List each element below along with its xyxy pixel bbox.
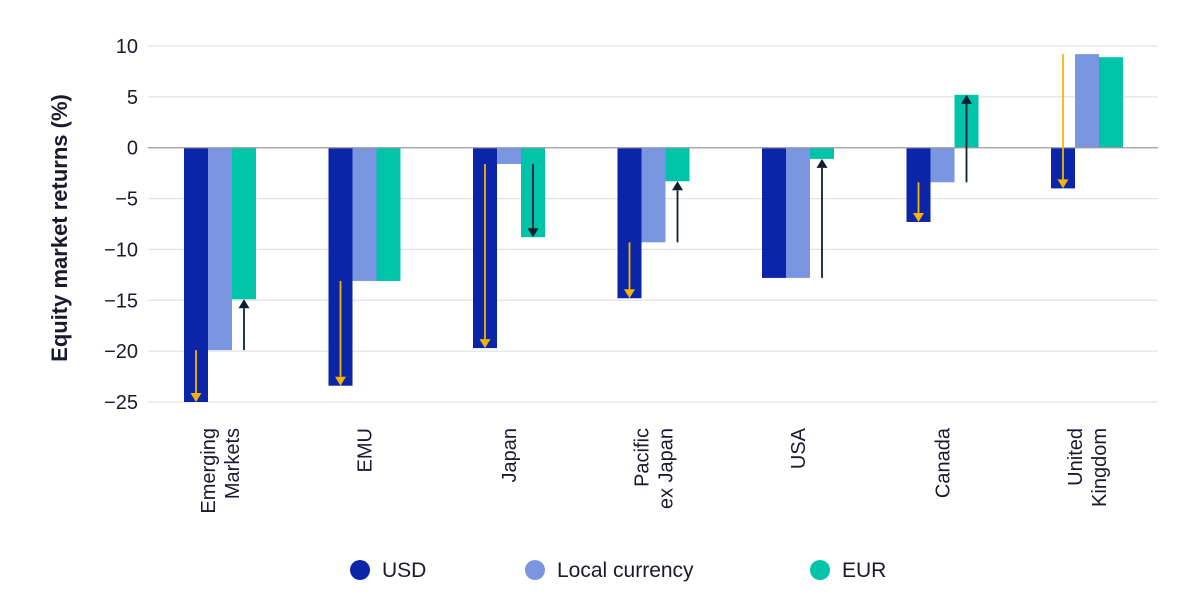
y-tick-label: 0 [127,138,138,160]
category-label-line: USA [788,427,810,469]
legend-swatch-local-currency [525,560,545,580]
y-tick-label: 10 [116,36,138,58]
category-label: USA [788,427,810,469]
bar-eur [1099,57,1123,148]
usd-arrow-head [1057,179,1069,189]
legend: USD Local currency EUR [350,559,886,582]
bar-local-currency [352,147,377,281]
eur-arrow-head [238,299,250,309]
bar-eur [232,147,256,300]
category-label-line: Emerging [198,428,220,514]
bar-usd [762,147,786,278]
eur-arrow-head [527,228,539,238]
legend-label: EUR [842,559,886,582]
category-label: United Kingdom [1065,428,1111,507]
category-label-line: United [1065,428,1087,486]
category-label-line: Kingdom [1089,428,1111,507]
bar-eur [376,147,401,281]
usd-arrow-head [913,212,924,222]
legend-label: USD [382,559,426,582]
eur-arrow-head [961,94,972,104]
category-label-line: Markets [222,428,244,499]
eur-arrow-head [816,158,828,168]
bars [184,54,1123,402]
legend-swatch-eur [810,560,830,580]
bar-local-currency [930,147,955,183]
category-label-line: ex Japan [656,428,678,509]
category-label-line: Japan [499,428,521,483]
eur-arrow-head [672,181,683,191]
legend-swatch-usd [350,560,370,580]
x-axis-categories: Emerging Markets EMU Japan Pacific ex Japan US… [198,427,1111,513]
bar-local-currency [786,147,810,278]
y-tick-label: 5 [127,87,138,109]
category-label-line: Canada [933,427,955,498]
category-label-line: Pacific [632,428,654,487]
category-label: Pacific ex Japan [632,428,678,509]
category-label: Canada [933,427,955,498]
currency-effect-arrows [190,54,1069,402]
bar-local-currency [641,147,666,243]
category-label-line: EMU [355,428,377,472]
y-tick-label: −20 [104,341,138,363]
category-label: EMU [355,428,377,472]
y-axis-ticks: 10 5 0 −5 −10 −15 −20 −25 [104,36,138,414]
y-tick-label: −10 [104,239,138,261]
usd-arrow-head [335,376,346,386]
bar-eur [810,147,834,159]
y-tick-label: −5 [115,189,138,211]
category-label: Japan [499,428,521,483]
y-tick-label: −25 [104,392,138,414]
y-axis-title: Equity market returns (%) [47,94,72,362]
bar-local-currency [497,147,521,164]
usd-arrow-head [479,339,491,349]
category-label: Emerging Markets [198,428,244,514]
bar-local-currency [208,147,232,351]
bar-local-currency [1075,54,1099,148]
bar-eur [665,147,690,182]
usd-arrow-head [190,393,202,402]
usd-arrow-head [624,289,635,299]
legend-label: Local currency [557,559,694,582]
y-tick-label: −15 [104,290,138,312]
